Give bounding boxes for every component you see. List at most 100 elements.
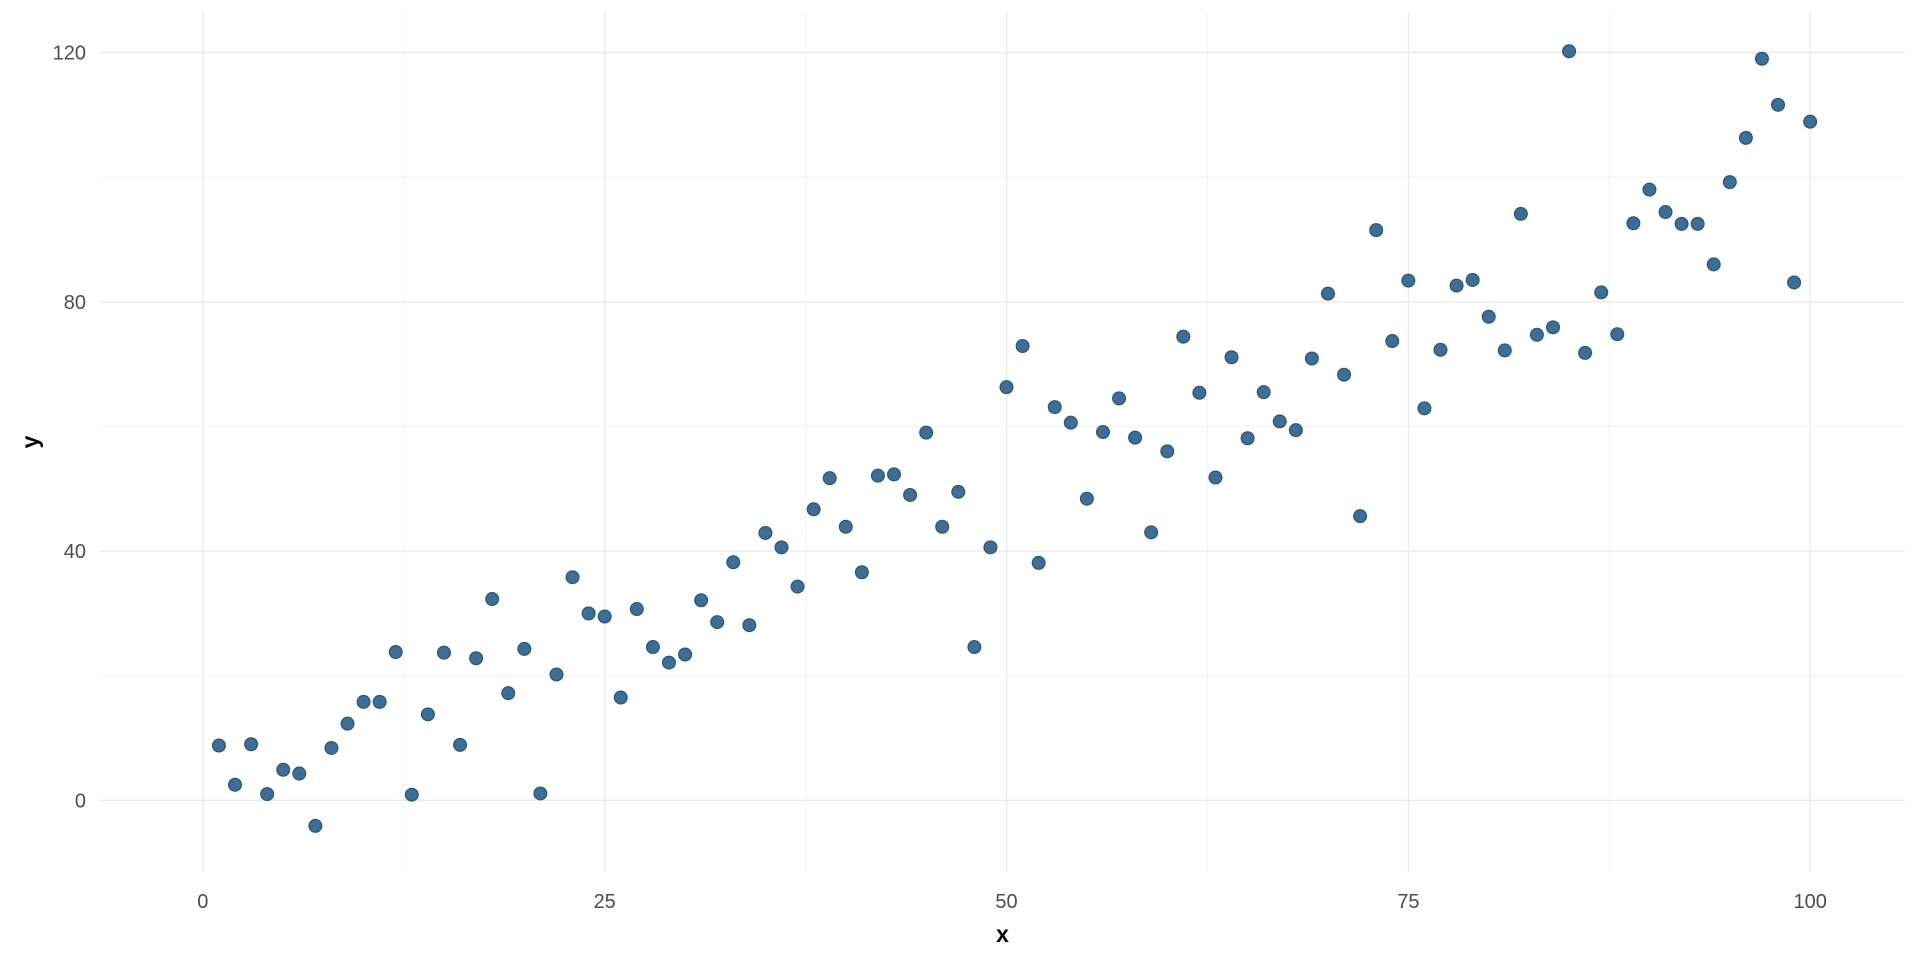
scatter-point (260, 787, 275, 802)
scatter-point (1095, 425, 1110, 440)
scatter-point (774, 540, 789, 555)
scatter-point (1320, 286, 1335, 301)
y-tick-label: 40 (64, 541, 86, 563)
scatter-point (1626, 216, 1641, 231)
scatter-point (919, 425, 934, 440)
scatter-point (1128, 430, 1143, 445)
scatter-point (870, 468, 885, 483)
scatter-point (340, 716, 355, 731)
scatter-point (758, 525, 773, 540)
scatter-point (549, 667, 564, 682)
scatter-point (453, 737, 468, 752)
scatter-point (1047, 400, 1062, 415)
scatter-point (565, 570, 580, 585)
scatter-point (806, 502, 821, 517)
scatter-point (1513, 206, 1528, 221)
scatter-point (1497, 343, 1512, 358)
scatter-point (1240, 431, 1255, 446)
scatter-point (501, 686, 516, 701)
scatter-point (324, 740, 339, 755)
scatter-point (903, 487, 918, 502)
scatter-point (613, 690, 628, 705)
scatter-point (1803, 114, 1818, 129)
scatter-point (1771, 97, 1786, 112)
scatter-point (1208, 470, 1223, 485)
scatter-point (694, 593, 709, 608)
data-points (211, 44, 1818, 833)
scatter-point (1562, 44, 1577, 59)
scatter-point (1385, 334, 1400, 349)
scatter-point (1465, 272, 1480, 287)
scatter-point (244, 737, 259, 752)
scatter-point (1144, 525, 1159, 540)
scatter-point (485, 592, 500, 607)
scatter-point (854, 565, 869, 580)
x-tick-label: 50 (995, 891, 1017, 913)
scatter-point (1112, 391, 1127, 406)
scatter-point (1658, 205, 1673, 220)
scatter-point (436, 645, 451, 660)
scatter-point (887, 467, 902, 482)
scatter-point (308, 818, 323, 833)
scatter-point (372, 694, 387, 709)
scatter-point (742, 618, 757, 633)
scatter-point (1594, 285, 1609, 300)
scatter-point (629, 602, 644, 617)
scatter-point (645, 640, 660, 655)
y-tick-label: 120 (53, 43, 86, 65)
scatter-point (1272, 414, 1287, 429)
scatter-point (1304, 351, 1319, 366)
scatter-point (1288, 423, 1303, 438)
y-axis-title: y (17, 435, 43, 448)
scatter-point (1079, 491, 1094, 506)
scatter-point (1031, 555, 1046, 570)
x-tick-label: 100 (1793, 891, 1826, 913)
scatter-point (469, 651, 484, 666)
scatter-point (1722, 175, 1737, 190)
scatter-point (1738, 130, 1753, 145)
scatter-point (678, 647, 693, 662)
scatter-point (1063, 415, 1078, 430)
scatter-point (276, 762, 291, 777)
x-axis-tick-labels: 0 25 50 75 100 (197, 891, 1827, 913)
scatter-point (420, 707, 435, 722)
scatter-point (1015, 339, 1030, 354)
scatter-point (292, 766, 307, 781)
scatter-point (1690, 216, 1705, 231)
x-tick-label: 75 (1397, 891, 1419, 913)
scatter-point (533, 786, 548, 801)
y-tick-label: 80 (64, 292, 86, 314)
scatter-point (404, 787, 419, 802)
major-gridlines (100, 12, 1905, 872)
scatter-point (581, 606, 596, 621)
scatter-point (1176, 329, 1191, 344)
scatter-point (1787, 275, 1802, 290)
scatter-point (211, 738, 226, 753)
y-axis-tick-labels: 0 40 80 120 (53, 43, 86, 813)
scatter-point (1192, 385, 1207, 400)
scatter-point (1706, 257, 1721, 272)
scatter-point (726, 555, 741, 570)
scatter-point (790, 579, 805, 594)
scatter-point (356, 694, 371, 709)
scatter-point (1401, 273, 1416, 288)
scatter-point (1642, 182, 1657, 197)
scatter-point (1417, 401, 1432, 416)
scatter-point (935, 519, 950, 534)
scatter-point (517, 641, 532, 656)
scatter-point (228, 777, 243, 792)
scatter-point (1224, 350, 1239, 365)
scatter-point (983, 540, 998, 555)
scatter-point (951, 484, 966, 499)
scatter-point (1160, 444, 1175, 459)
scatter-point (967, 640, 982, 655)
scatter-point (1481, 309, 1496, 324)
scatter-point (1433, 342, 1448, 357)
scatter-point (710, 615, 725, 630)
scatter-point (1256, 385, 1271, 400)
scatter-point (838, 519, 853, 534)
scatter-point (661, 655, 676, 670)
x-axis-title: x (996, 921, 1009, 947)
scatter-point (999, 380, 1014, 395)
